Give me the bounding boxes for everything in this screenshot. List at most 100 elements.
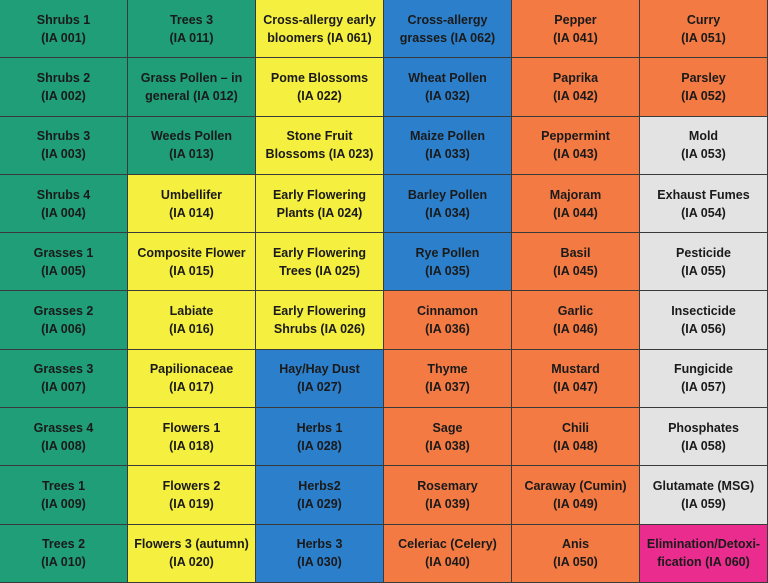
cell-code: (IA 014) <box>169 205 214 220</box>
cell-code: (IA 002) <box>41 88 86 103</box>
cell-name: Garlic <box>557 304 594 319</box>
table-cell: Early Flowering Shrubs (IA 026) <box>256 291 384 350</box>
cell-code: (IA 050) <box>553 555 598 570</box>
table-cell: Herbs2 (IA 029) <box>256 466 384 525</box>
cell-name: Sage <box>432 420 463 435</box>
table-cell: Mustard (IA 047) <box>512 349 640 409</box>
cell-label-line-2: grasses (IA 062) <box>399 30 496 45</box>
table-cell: Shrubs 2 (IA 002) <box>0 58 128 117</box>
table-cell: Flowers 1 (IA 018) <box>128 408 256 467</box>
table-cell: Insecticide (IA 056) <box>640 291 768 350</box>
table-cell: Herbs 3 (IA 030) <box>256 524 384 583</box>
cell-name: Glutamate (MSG) <box>652 479 755 494</box>
cell-code: (IA 034) <box>425 205 470 220</box>
table-cell: Peppermint (IA 043) <box>512 116 640 175</box>
table-cell: Trees 1 (IA 009) <box>0 466 128 525</box>
table-cell: Cinnamon (IA 036) <box>384 291 512 350</box>
table-cell: Grass Pollen – in general (IA 012) <box>128 58 256 117</box>
table-cell: Phosphates (IA 058) <box>640 408 768 467</box>
table-cell: Rosemary (IA 039) <box>384 466 512 525</box>
cell-code: (IA 052) <box>681 88 726 103</box>
table-cell: Trees 2 (IA 010) <box>0 524 128 583</box>
cell-name: Barley Pollen <box>407 187 488 202</box>
cell-name: Composite Flower <box>137 245 246 260</box>
table-cell: Barley Pollen (IA 034) <box>384 174 512 234</box>
cell-name: Grasses 2 <box>33 304 94 319</box>
cell-code: (IA 058) <box>681 438 726 453</box>
table-cell: Maize Pollen (IA 033) <box>384 116 512 175</box>
cell-name: Anis <box>561 537 590 552</box>
cell-code: (IA 042) <box>553 88 598 103</box>
table-cell: Pesticide (IA 055) <box>640 233 768 292</box>
cell-name: Wheat Pollen <box>408 70 487 85</box>
cell-code: (IA 008) <box>41 438 86 453</box>
table-cell: Thyme (IA 037) <box>384 349 512 409</box>
cell-code: (IA 040) <box>425 555 470 570</box>
cell-code: (IA 018) <box>169 438 214 453</box>
cell-label-line-2: general (IA 012) <box>145 88 238 103</box>
table-cell: Grasses 4 (IA 008) <box>0 408 128 467</box>
table-cell: Pome Blossoms (IA 022) <box>256 58 384 117</box>
cell-code: (IA 022) <box>297 88 342 103</box>
cell-code: (IA 036) <box>425 322 470 337</box>
cell-name: Pepper <box>554 12 597 27</box>
cell-code: (IA 017) <box>169 380 214 395</box>
table-cell: Grasses 3 (IA 007) <box>0 349 128 409</box>
cell-name: Celeriac (Celery) <box>398 537 497 552</box>
cell-name: Shrubs 4 <box>36 187 91 202</box>
cell-name: Weeds Pollen <box>150 129 233 144</box>
cell-code: (IA 051) <box>681 30 726 45</box>
cell-label-line-1: Cross-allergy <box>407 12 488 27</box>
cell-name: Majoram <box>549 187 602 202</box>
cell-name: Shrubs 1 <box>36 12 91 27</box>
table-cell: Glutamate (MSG) (IA 059) <box>640 466 768 525</box>
table-cell: Basil (IA 045) <box>512 233 640 292</box>
cell-label-line-1: Cross-allergy early <box>263 12 376 27</box>
cell-name: Basil <box>560 245 591 260</box>
table-cell: Weeds Pollen (IA 013) <box>128 116 256 175</box>
cell-code: (IA 011) <box>169 30 214 45</box>
cell-code: (IA 003) <box>41 147 86 162</box>
cell-name: Trees 1 <box>41 479 86 494</box>
table-cell: Composite Flower (IA 015) <box>128 233 256 292</box>
cell-name: Grasses 1 <box>33 245 94 260</box>
table-cell: Sage (IA 038) <box>384 408 512 467</box>
table-cell: Stone Fruit Blossoms (IA 023) <box>256 116 384 175</box>
cell-code: (IA 028) <box>297 438 342 453</box>
cell-code: (IA 001) <box>41 30 86 45</box>
cell-code: (IA 015) <box>169 263 214 278</box>
cell-name: Fungicide <box>673 362 734 377</box>
cell-name: Cinnamon <box>416 304 479 319</box>
cell-code: (IA 046) <box>553 322 598 337</box>
cell-code: (IA 029) <box>297 497 342 512</box>
cell-name: Trees 3 <box>169 12 214 27</box>
cell-name: Thyme <box>427 362 468 377</box>
cell-label-line-1: Early Flowering <box>272 304 367 319</box>
cell-name: Maize Pollen <box>409 129 486 144</box>
cell-code: (IA 005) <box>41 263 86 278</box>
table-cell: Papilionaceae (IA 017) <box>128 349 256 409</box>
cell-name: Rye Pollen <box>415 245 480 260</box>
cell-label-line-2: Trees (IA 025) <box>279 263 360 278</box>
cell-code: (IA 013) <box>169 147 214 162</box>
cell-code: (IA 033) <box>425 147 470 162</box>
table-cell: Curry (IA 051) <box>640 0 768 59</box>
cell-code: (IA 059) <box>681 497 726 512</box>
cell-name: Herbs2 <box>298 479 341 494</box>
table-cell: Shrubs 3 (IA 003) <box>0 116 128 175</box>
cell-name: Trees 2 <box>41 537 86 552</box>
cell-code: (IA 057) <box>681 380 726 395</box>
table-cell: Mold (IA 053) <box>640 116 768 175</box>
cell-name: Chili <box>561 420 590 435</box>
cell-code: (IA 037) <box>425 380 470 395</box>
table-cell: Shrubs 4 (IA 004) <box>0 174 128 234</box>
cell-code: (IA 007) <box>41 380 86 395</box>
table-cell: Garlic (IA 046) <box>512 291 640 350</box>
cell-code: (IA 020) <box>169 555 214 570</box>
cell-code: (IA 010) <box>41 555 86 570</box>
cell-label-line-2: fication (IA 060) <box>657 555 750 570</box>
cell-code: (IA 049) <box>553 497 598 512</box>
cell-label-line-2: Blossoms (IA 023) <box>265 147 374 162</box>
cell-name: Labiate <box>169 304 214 319</box>
